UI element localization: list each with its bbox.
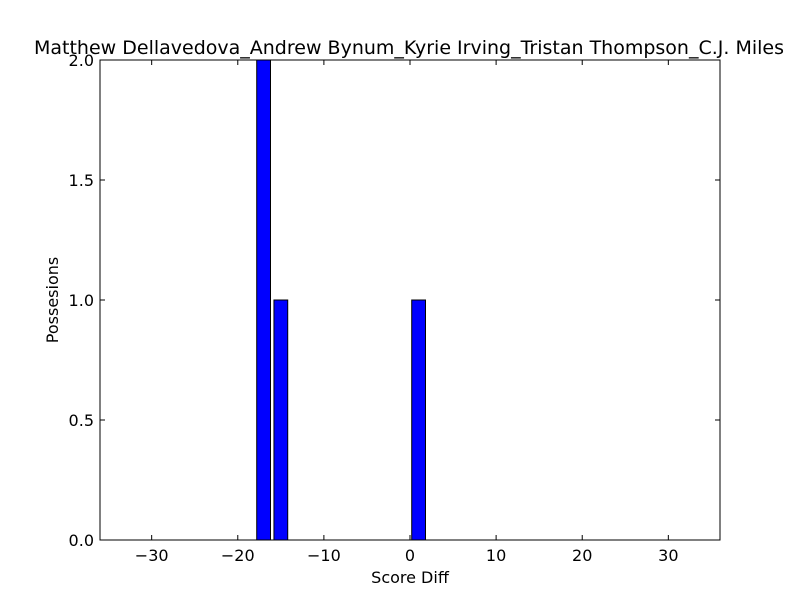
x-tick-label-1: −20	[221, 546, 255, 565]
bar-2	[411, 299, 427, 541]
y-axis-label: Possesions	[43, 257, 62, 343]
y-tick-label-3: 1.5	[69, 171, 94, 190]
bar-1	[273, 299, 289, 541]
x-tick-label-4: 10	[486, 546, 506, 565]
y-tick-label-1: 0.5	[69, 411, 94, 430]
x-axis-label: Score Diff	[371, 568, 450, 587]
x-tick-label-3: 0	[405, 546, 415, 565]
x-tick-label-6: 30	[658, 546, 678, 565]
y-tick-label-4: 2.0	[69, 51, 94, 70]
bar-0	[256, 59, 272, 541]
x-tick-label-2: −10	[307, 546, 341, 565]
bars-layer	[100, 59, 720, 541]
x-tick-label-5: 20	[572, 546, 592, 565]
x-tick-label-0: −30	[135, 546, 169, 565]
y-tick-label-0: 0.0	[69, 531, 94, 550]
plot-frame	[99, 59, 721, 541]
chart-title: Matthew Dellavedova_Andrew Bynum_Kyrie I…	[34, 37, 784, 59]
ticks-layer: −30 −20 −10 0 10 20 30 0.0 0.5 1.0 1.5 2.0	[69, 51, 720, 565]
y-tick-label-2: 1.0	[69, 291, 94, 310]
